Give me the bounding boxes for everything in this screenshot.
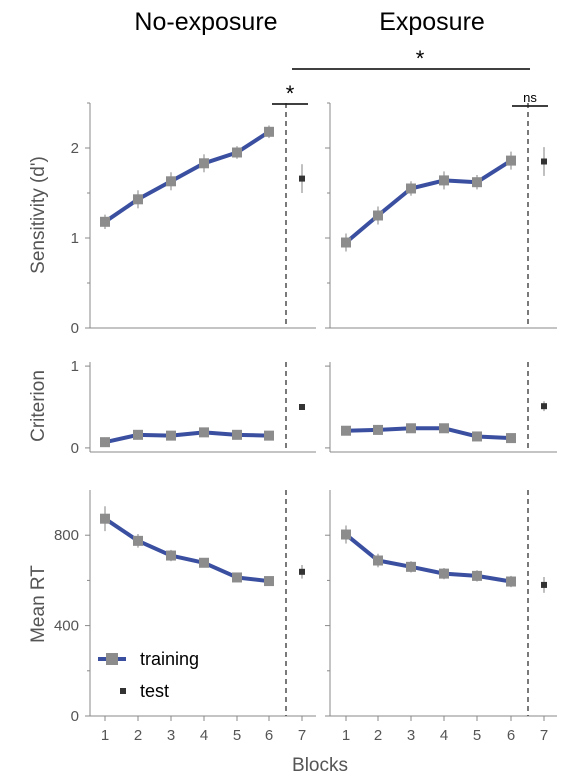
training-point — [166, 176, 176, 187]
panel-criterion-no-exposure: 01 — [71, 358, 316, 457]
panel-criterion-exposure — [325, 362, 557, 453]
training-point — [100, 437, 110, 448]
training-point — [264, 576, 274, 587]
panel-rt-exposure: 1 2 3 4 5 6 7 — [325, 490, 557, 744]
significance-ns-exposure-test: ns — [523, 90, 537, 105]
training-point — [166, 550, 176, 561]
training-point — [406, 423, 416, 434]
x-axis-label: Blocks — [292, 755, 348, 776]
y-tick-label: 0 — [71, 440, 79, 457]
panel-sensitivity-no-exposure: 0 1 2 — [71, 102, 316, 337]
training-point — [373, 210, 383, 221]
training-point — [264, 126, 274, 137]
training-point — [341, 529, 351, 540]
training-point — [199, 158, 209, 169]
training-point — [100, 513, 110, 524]
y-tick-label: 1 — [71, 358, 79, 375]
x-tick-label: 3 — [167, 727, 175, 744]
training-point — [439, 423, 449, 434]
x-tick-label: 2 — [134, 727, 142, 744]
x-tick-label: 5 — [473, 727, 481, 744]
legend-training-label: training — [140, 649, 199, 669]
x-tick-label: 2 — [374, 727, 382, 744]
training-point — [406, 183, 416, 194]
training-point — [232, 572, 242, 583]
training-point — [472, 177, 482, 188]
training-point — [373, 555, 383, 566]
panel-sensitivity-exposure — [325, 102, 557, 329]
test-point — [541, 581, 547, 588]
x-tick-label: 6 — [265, 727, 273, 744]
training-point — [506, 576, 516, 587]
training-point — [100, 216, 110, 227]
training-point — [133, 535, 143, 546]
legend-test-label: test — [140, 681, 169, 701]
x-tick-label: 1 — [342, 727, 350, 744]
panel-rt-no-exposure: 0 400 800 1 2 3 4 5 6 7 — [54, 490, 316, 744]
training-point — [264, 430, 274, 441]
y-tick-label: 1 — [71, 230, 79, 247]
x-tick-label: 3 — [407, 727, 415, 744]
training-point — [406, 561, 416, 572]
significance-star-between: * — [416, 46, 425, 71]
x-tick-label: 7 — [298, 727, 306, 744]
column-title-exposure: Exposure — [379, 8, 485, 36]
x-tick-label: 4 — [200, 727, 208, 744]
training-point — [199, 557, 209, 568]
x-tick-label: 1 — [101, 727, 109, 744]
x-tick-label: 4 — [440, 727, 448, 744]
legend-test-marker — [120, 688, 126, 694]
y-tick-label: 2 — [71, 140, 79, 157]
x-tick-label: 6 — [507, 727, 515, 744]
training-point — [199, 427, 209, 438]
training-point — [232, 147, 242, 158]
y-tick-label: 0 — [71, 320, 79, 337]
training-point — [439, 568, 449, 579]
y-axis-label-sensitivity: Sensitivity (d') — [28, 156, 49, 274]
training-point — [506, 433, 516, 444]
y-axis-label-criterion: Criterion — [28, 370, 49, 442]
test-point — [299, 175, 305, 182]
training-point — [232, 429, 242, 440]
significance-star-no-exposure-test: * — [286, 81, 295, 106]
training-series-line — [345, 426, 512, 441]
training-point — [133, 194, 143, 205]
training-series-line — [104, 430, 270, 445]
training-point — [506, 155, 516, 166]
y-tick-label: 0 — [71, 708, 79, 725]
training-point — [472, 570, 482, 581]
training-series-line — [103, 517, 270, 584]
column-title-no-exposure: No-exposure — [134, 8, 277, 36]
training-point — [341, 425, 351, 436]
training-point — [373, 424, 383, 435]
training-point — [472, 431, 482, 442]
training-series-line — [344, 158, 513, 245]
test-point — [299, 568, 305, 575]
test-point — [541, 403, 547, 410]
y-tick-label: 400 — [54, 618, 79, 635]
training-series-line — [103, 130, 271, 224]
y-tick-label: 800 — [54, 527, 79, 544]
training-series-line — [344, 532, 512, 584]
x-tick-label: 5 — [233, 727, 241, 744]
training-point — [166, 430, 176, 441]
training-point — [133, 429, 143, 440]
training-point — [341, 237, 351, 248]
test-point — [541, 158, 547, 165]
y-axis-label-rt: Mean RT — [28, 565, 49, 643]
legend-training-marker — [106, 653, 118, 665]
test-point — [299, 404, 305, 410]
training-point — [439, 175, 449, 186]
legend: training test — [98, 649, 199, 701]
x-tick-label: 7 — [540, 727, 548, 744]
